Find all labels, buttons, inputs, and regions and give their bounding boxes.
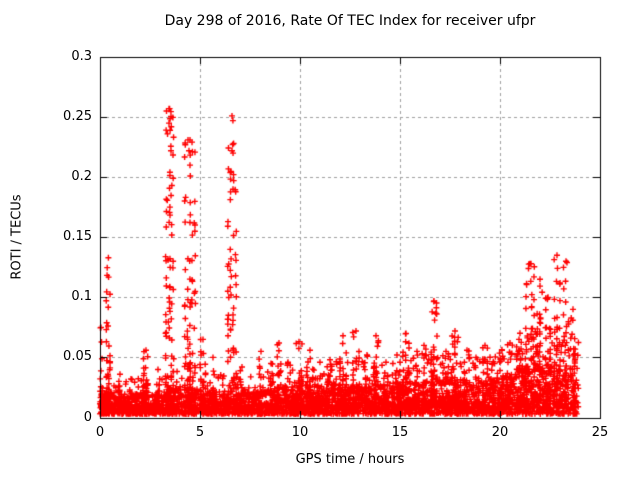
y-tick-label: 0.15 bbox=[63, 229, 92, 245]
y-tick-label: 0.3 bbox=[71, 49, 92, 64]
x-axis-label: GPS time / hours bbox=[295, 452, 405, 467]
y-tick-label: 0.25 bbox=[63, 109, 92, 125]
chart-title: Day 298 of 2016, Rate Of TEC Index for r… bbox=[164, 13, 536, 29]
y-tick-label: 0 bbox=[83, 409, 92, 425]
x-tick-label: 5 bbox=[195, 425, 205, 440]
x-tick-label: 0 bbox=[95, 425, 105, 440]
x-tick-label: 20 bbox=[491, 425, 509, 440]
y-tick-label: 0.2 bbox=[71, 169, 92, 185]
x-tick-label: 10 bbox=[291, 425, 309, 440]
y-tick-label: 0.05 bbox=[63, 349, 92, 365]
x-tick-label: 25 bbox=[591, 425, 609, 440]
y-tick-label: 0.1 bbox=[71, 289, 92, 305]
x-tick-label: 15 bbox=[391, 425, 409, 440]
